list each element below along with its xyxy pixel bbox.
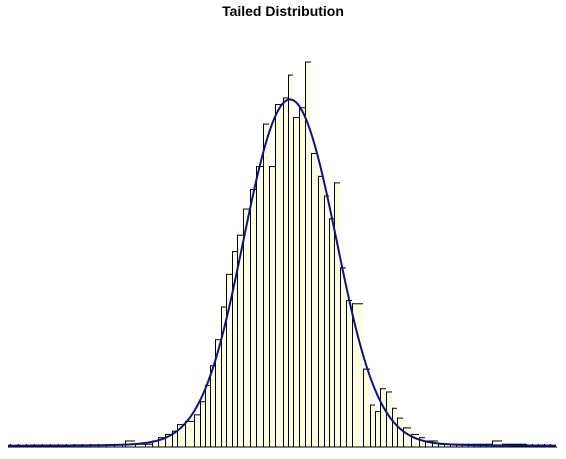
histogram-bar (380, 388, 386, 447)
histogram-bar (256, 166, 263, 448)
histogram-bar (232, 251, 237, 447)
histogram-bar (221, 306, 226, 447)
histogram-bar (340, 267, 346, 447)
histogram-bar (305, 61, 311, 448)
histogram-bar (403, 427, 411, 447)
histogram-bar (411, 433, 419, 447)
histogram-bar (438, 443, 444, 447)
histogram-bar (283, 97, 288, 447)
histogram-bar (352, 303, 363, 447)
histogram-bar (152, 440, 158, 447)
histogram-bar (329, 218, 334, 447)
histogram-bar (158, 437, 165, 447)
histogram-bar (492, 440, 502, 447)
histogram-bar (205, 384, 210, 447)
histogram-bar (386, 391, 392, 447)
histogram-bar (363, 368, 370, 447)
histogram-bar (250, 188, 256, 447)
histogram-bar (334, 182, 340, 447)
histogram-bar (288, 74, 293, 447)
histogram-bar (293, 117, 299, 448)
histogram-bar (299, 107, 305, 448)
histogram-bar (370, 404, 375, 447)
histogram-bar (392, 407, 397, 447)
histogram-bar (397, 417, 403, 447)
histogram-bar (215, 339, 221, 447)
histogram-bar (226, 273, 232, 447)
histogram-bar (275, 104, 283, 447)
histogram-bar (346, 300, 352, 447)
histogram-bar (185, 420, 194, 447)
histogram-bar (375, 411, 380, 447)
histogram-bar (145, 443, 152, 447)
histogram-bar (165, 433, 172, 447)
histogram-bar (237, 234, 243, 447)
density-curve-series (8, 98, 556, 447)
histogram-bar (318, 175, 324, 447)
histogram-bar (269, 166, 275, 448)
histogram-bar (210, 365, 215, 447)
histogram-bar (444, 443, 450, 447)
histogram-bar (135, 443, 145, 447)
histogram-bar (243, 208, 250, 447)
bars-layer (10, 61, 551, 448)
histogram-bar (324, 195, 329, 447)
histogram-bar (419, 437, 425, 447)
histogram-bar (172, 430, 177, 447)
histogram-bar (200, 401, 205, 447)
histogram-bar (425, 440, 432, 447)
histogram-bar (177, 424, 185, 447)
histogram-bar (194, 414, 200, 447)
histogram-bar (311, 153, 318, 447)
histogram-bar (263, 123, 269, 447)
chart-title: Tailed Distribution (222, 3, 344, 19)
